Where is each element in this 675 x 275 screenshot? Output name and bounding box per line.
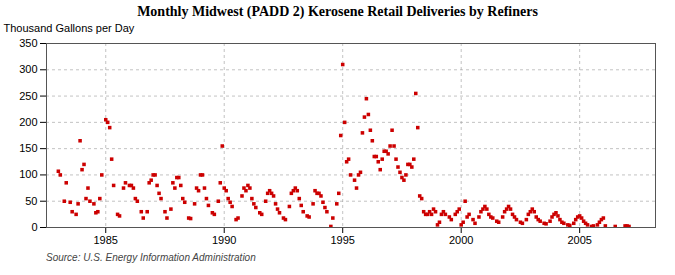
svg-text:50: 50: [25, 195, 37, 207]
svg-text:300: 300: [19, 63, 37, 75]
svg-text:0: 0: [31, 221, 37, 233]
svg-text:200: 200: [19, 116, 37, 128]
svg-text:1995: 1995: [330, 234, 354, 246]
svg-text:2005: 2005: [567, 234, 591, 246]
svg-text:2000: 2000: [449, 234, 473, 246]
svg-text:100: 100: [19, 168, 37, 180]
svg-text:250: 250: [19, 90, 37, 102]
html-text:Monthly Midwest (PADD 2) Keros: Monthly Midwest (PADD 2) Kerosene Retail…: [137, 4, 538, 19]
svg-text:150: 150: [19, 142, 37, 154]
svg-text:1985: 1985: [93, 234, 117, 246]
svg-text:350: 350: [19, 37, 37, 49]
svg-text:1990: 1990: [212, 234, 236, 246]
svg-text:Thousand Gallons per Day: Thousand Gallons per Day: [4, 22, 135, 34]
html-text:Source: U.S. Energy Informatio: Source: U.S. Energy Information Administ…: [46, 252, 256, 263]
